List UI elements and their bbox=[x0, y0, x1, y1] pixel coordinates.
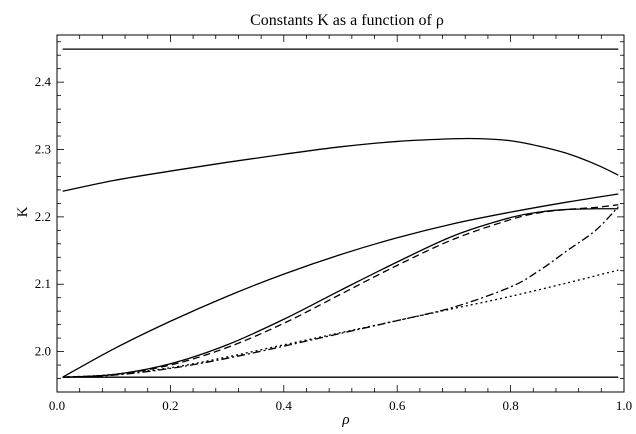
series-line-3-solid bbox=[62, 193, 619, 378]
x-tick-label: 0.2 bbox=[162, 398, 178, 413]
x-tick-label: 1.0 bbox=[616, 398, 632, 413]
chart-title: Constants K as a function of ρ bbox=[250, 12, 444, 29]
y-tick-label: 2.2 bbox=[35, 209, 51, 224]
y-tick-label: 2.3 bbox=[35, 142, 51, 157]
y-tick-label: 2.4 bbox=[35, 74, 52, 89]
x-tick-label: 0.0 bbox=[49, 398, 65, 413]
x-tick-label: 0.6 bbox=[389, 398, 406, 413]
x-tick-label: 0.8 bbox=[502, 398, 518, 413]
axis-ticks bbox=[56, 35, 625, 393]
x-axis-label: ρ bbox=[341, 412, 349, 428]
plot-frame bbox=[56, 34, 625, 393]
plot-border bbox=[56, 34, 625, 393]
series-line-5-dashed bbox=[62, 204, 619, 378]
series-line-7-dotted bbox=[62, 269, 619, 378]
axis-tick-labels: 0.0 0.2 0.4 0.6 0.8 1.0 2.0 2.1 2.2 2.3 2.4 bbox=[35, 74, 632, 413]
series-line-4-solid bbox=[62, 208, 619, 378]
series-line-6-dash-dot bbox=[62, 206, 619, 378]
y-tick-label: 2.1 bbox=[35, 276, 51, 291]
x-tick-label: 0.4 bbox=[276, 398, 293, 413]
series-line-2-solid bbox=[62, 137, 619, 192]
y-tick-label: 2.0 bbox=[35, 344, 51, 359]
series-group bbox=[62, 48, 619, 378]
y-axis-label: K bbox=[15, 206, 31, 217]
